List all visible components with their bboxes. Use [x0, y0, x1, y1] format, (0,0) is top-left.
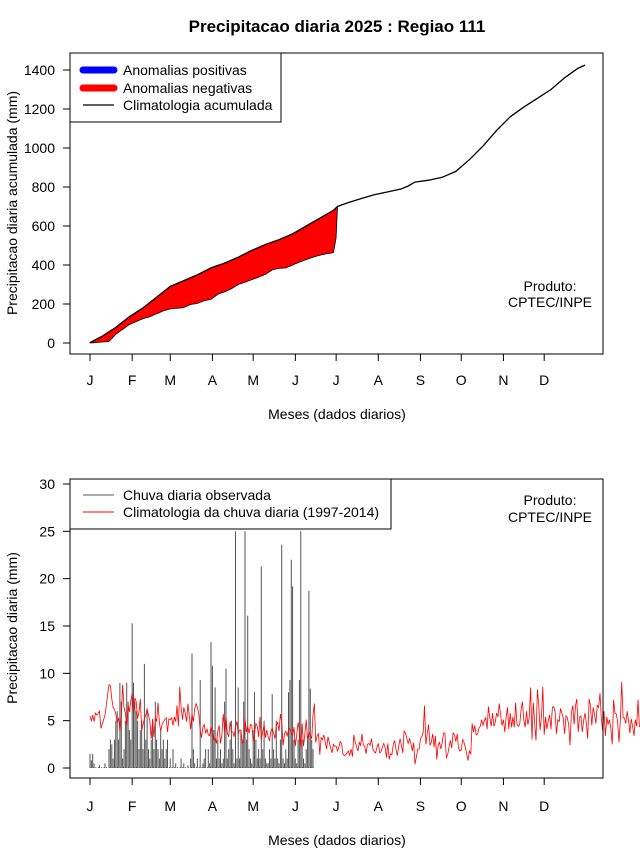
y-tick-label: 20	[39, 571, 55, 587]
negative-anomaly-area	[89, 205, 338, 344]
daily-y-axis-label: Precipitacao diaria (mm)	[4, 552, 20, 704]
legend-label-daily-climatology: Climatologia da chuva diaria (1997-2014)	[123, 504, 379, 520]
x-tick-label: A	[374, 798, 384, 814]
legend-label-negative: Anomalias negativas	[123, 80, 252, 96]
x-tick-label: O	[456, 798, 467, 814]
climatology-cumulative-line	[89, 64, 586, 344]
x-tick-label: M	[164, 798, 176, 814]
y-tick-label: 10	[39, 665, 55, 681]
y-tick-label: 1400	[24, 62, 55, 78]
x-tick-label: O	[456, 372, 467, 388]
chart-title: Precipitacao diaria 2025 : Regiao 111	[189, 17, 486, 36]
x-tick-label: S	[416, 372, 425, 388]
daily-climatology-line	[89, 681, 640, 765]
y-tick-label: 30	[39, 476, 55, 492]
x-tick-label: J	[333, 798, 340, 814]
cumulative-panel: 0 200 400 600 800 1000 1200 1400 J F M A M J J A S O N D M…	[4, 52, 604, 422]
x-tick-label: F	[128, 798, 137, 814]
cumulative-legend: Anomalias positivas Anomalias negativas …	[69, 52, 282, 123]
cumulative-plot-area	[89, 64, 586, 344]
y-tick-label: 400	[32, 257, 56, 273]
y-tick-label: 0	[47, 760, 55, 776]
y-tick-label: 15	[39, 618, 55, 634]
x-tick-label: M	[247, 372, 259, 388]
legend-label-climatology: Climatologia acumulada	[123, 97, 273, 113]
daily-legend-box	[69, 478, 392, 530]
daily-x-axis-label: Meses (dados diarios)	[268, 832, 406, 848]
x-tick-label: N	[498, 372, 508, 388]
legend-label-positive: Anomalias positivas	[123, 62, 247, 78]
x-tick-label: A	[208, 798, 218, 814]
x-tick-label: J	[333, 372, 340, 388]
x-tick-label: D	[539, 372, 549, 388]
daily-product-label-line2: CPTEC/INPE	[508, 509, 592, 525]
cumulative-x-axis-label: Meses (dados diarios)	[268, 406, 406, 422]
product-label-line1: Produto:	[524, 278, 577, 294]
daily-product-label-line1: Produto:	[524, 492, 577, 508]
legend-label-observed: Chuva diaria observada	[123, 487, 271, 503]
product-label-line2: CPTEC/INPE	[508, 294, 592, 310]
daily-y-axis: 0 5 10 15 20 25 30	[39, 476, 71, 776]
y-tick-label: 1000	[24, 140, 55, 156]
cumulative-y-axis-label: Precipitacao diaria acumulada (mm)	[4, 91, 20, 315]
x-tick-label: A	[374, 372, 384, 388]
daily-panel: 0 5 10 15 20 25 30 J F M A M J J A S O N D Meses (dados d…	[4, 476, 640, 848]
x-tick-label: D	[539, 798, 549, 814]
x-tick-label: N	[498, 798, 508, 814]
cumulative-y-axis: 0 200 400 600 800 1000 1200 1400	[24, 62, 71, 351]
y-tick-label: 600	[32, 218, 56, 234]
x-tick-label: J	[292, 798, 299, 814]
y-tick-label: 800	[32, 179, 56, 195]
x-tick-label: A	[208, 372, 218, 388]
daily-plot-area	[89, 531, 640, 768]
x-tick-label: M	[247, 798, 259, 814]
y-tick-label: 25	[39, 523, 55, 539]
x-tick-label: S	[416, 798, 425, 814]
x-tick-label: J	[87, 372, 94, 388]
y-tick-label: 0	[47, 335, 55, 351]
x-tick-label: F	[128, 372, 137, 388]
y-tick-label: 200	[32, 296, 56, 312]
y-tick-label: 5	[47, 713, 55, 729]
x-tick-label: J	[87, 798, 94, 814]
daily-legend: Chuva diaria observada Climatologia da c…	[69, 478, 392, 530]
x-tick-label: M	[164, 372, 176, 388]
x-tick-label: J	[292, 372, 299, 388]
y-tick-label: 1200	[24, 101, 55, 117]
